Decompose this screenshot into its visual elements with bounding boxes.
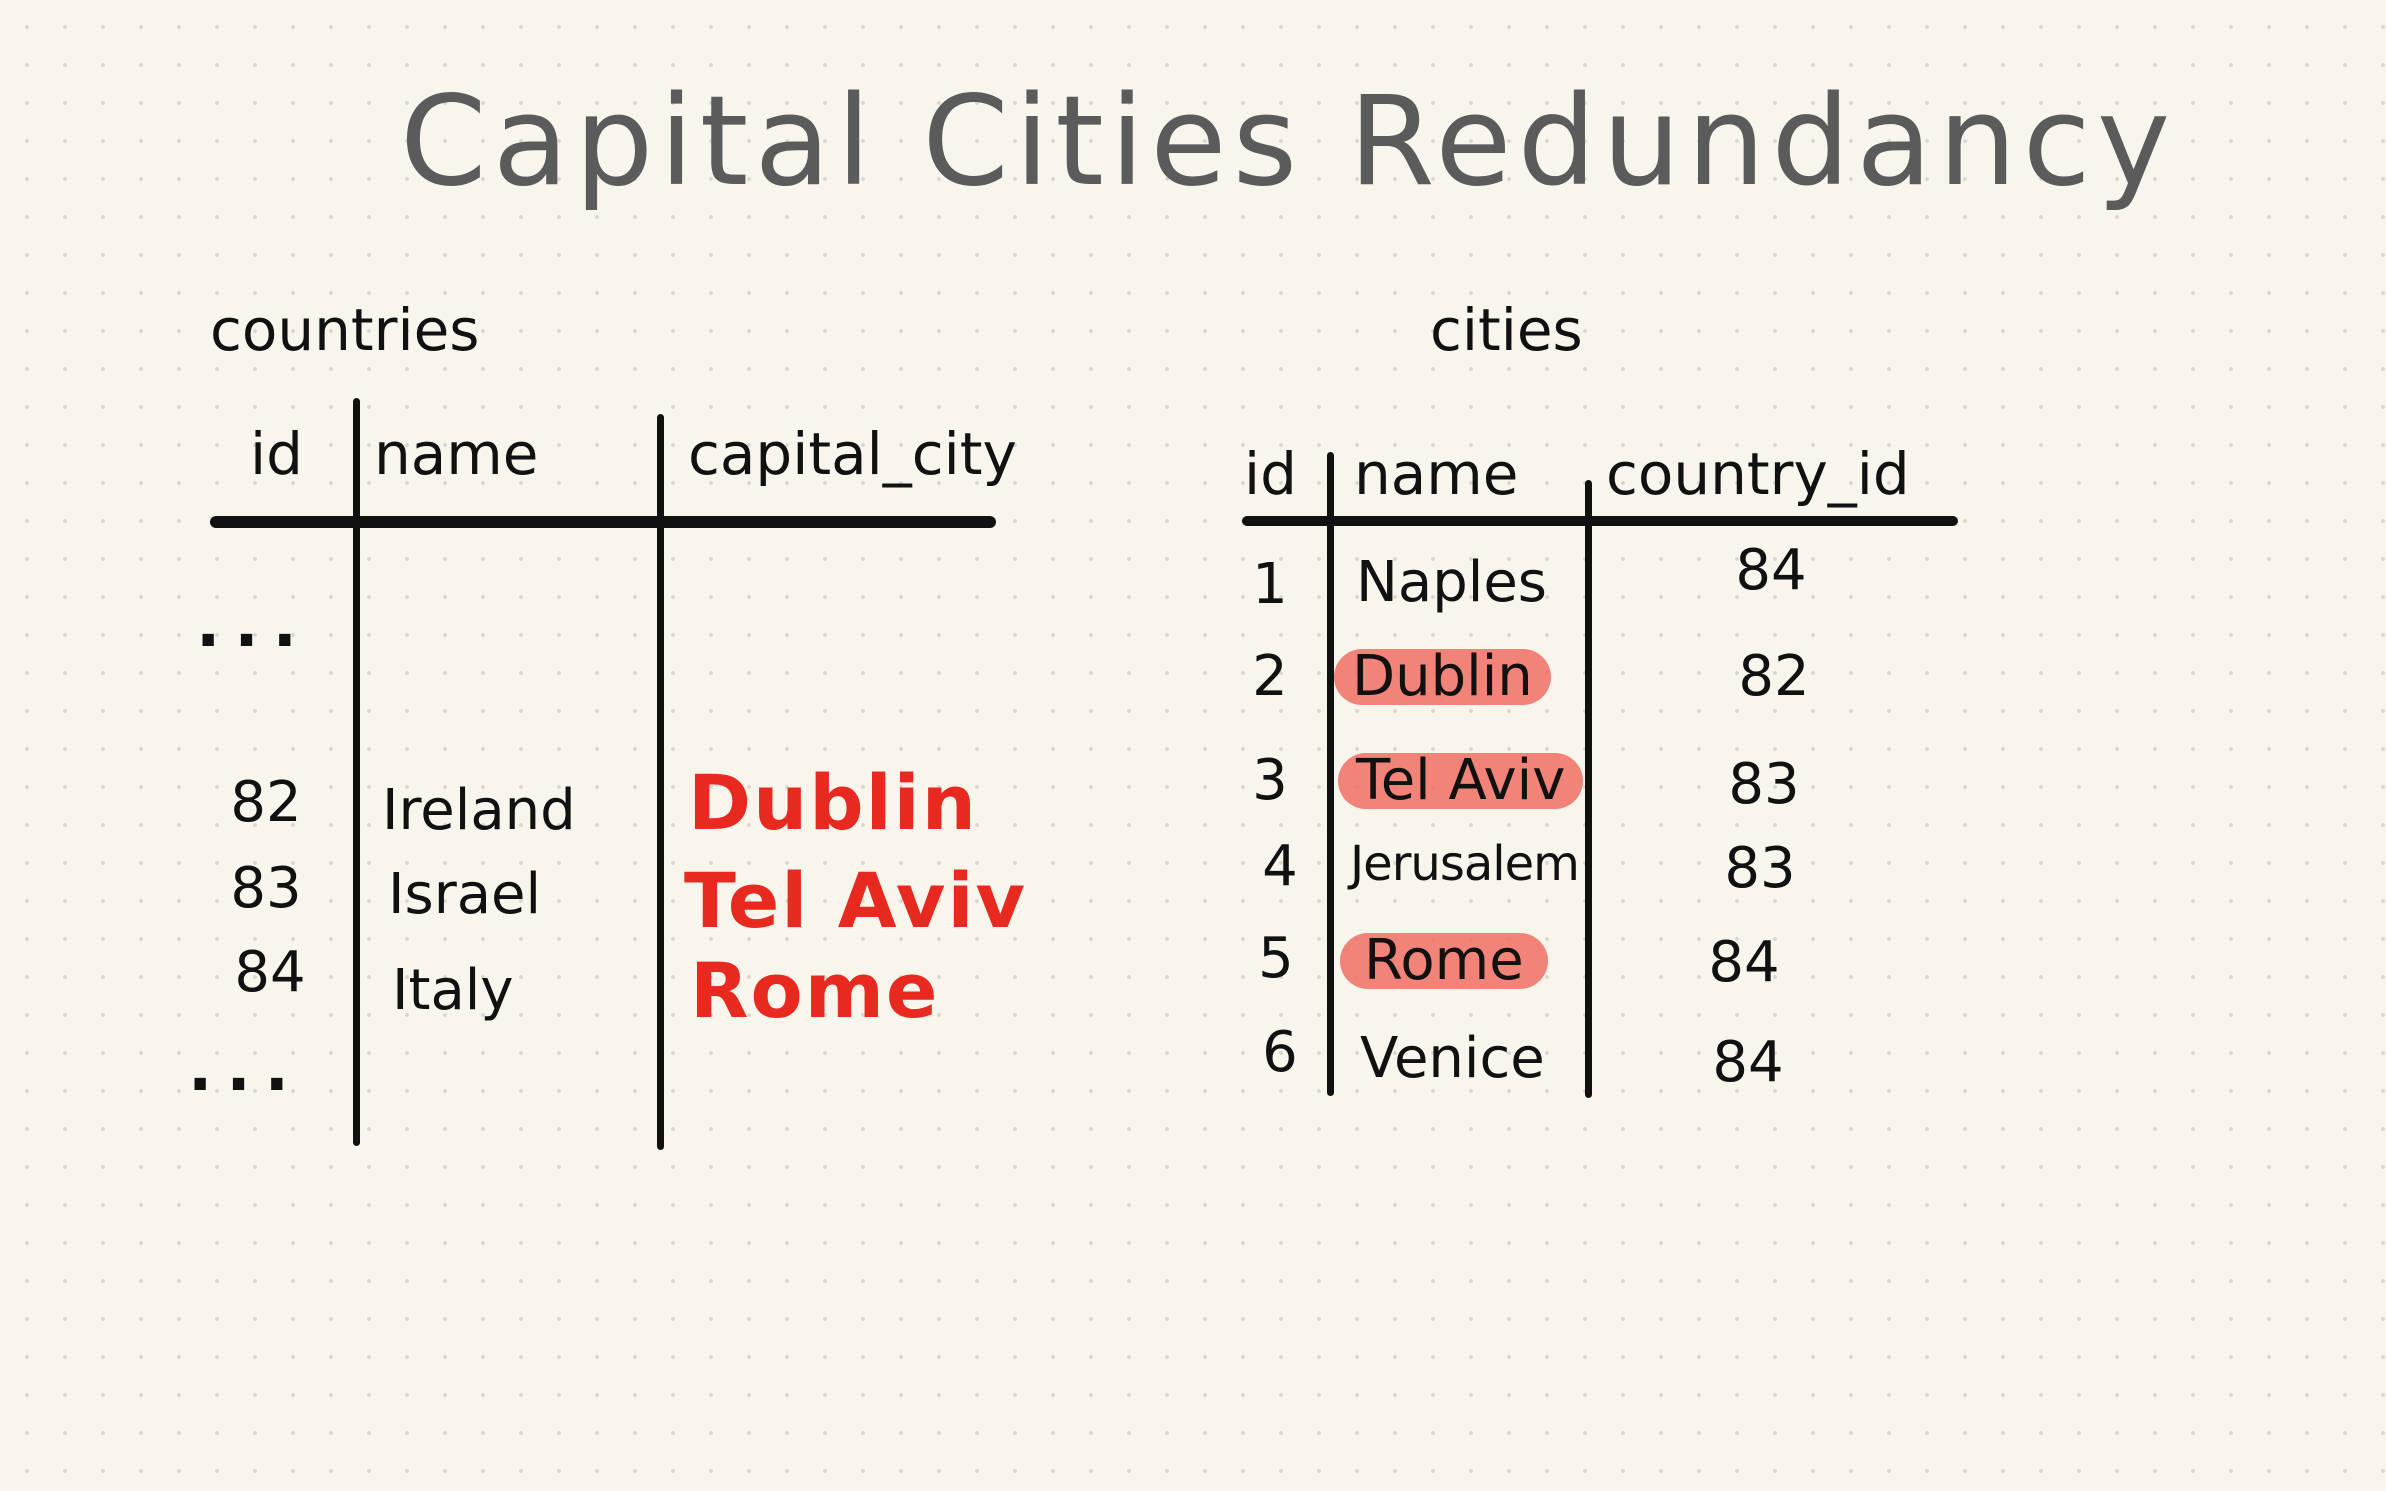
page-title: Capital Cities Redundancy (400, 70, 2177, 214)
countries-divider-2 (657, 414, 664, 1150)
countries-ellipsis-top: ... (196, 588, 311, 662)
countries-header-capital-city: capital_city (688, 420, 1017, 488)
cities-header-id: id (1244, 440, 1297, 508)
countries-row-capital: Rome (690, 946, 940, 1035)
countries-row-capital: Tel Aviv (684, 856, 1028, 945)
countries-row-name: Italy (392, 958, 514, 1023)
cities-row-name: Jerusalem (1350, 836, 1580, 892)
countries-header-id: id (250, 420, 303, 488)
cities-row-country-id: 82 (1738, 644, 1810, 709)
cities-row-id: 3 (1252, 748, 1288, 813)
countries-row-name: Ireland (382, 778, 576, 843)
cities-header-name: name (1354, 440, 1519, 508)
countries-row-name: Israel (388, 862, 542, 927)
cities-row-id: 5 (1258, 926, 1294, 991)
cities-row-country-id: 83 (1724, 836, 1796, 901)
countries-row-id: 83 (230, 856, 302, 921)
countries-header-rule (210, 516, 996, 528)
cities-row-id: 2 (1252, 644, 1288, 709)
cities-table-label: cities (1430, 296, 1583, 364)
cities-row-name: Tel Aviv (1338, 753, 1584, 809)
cities-row-name-highlight: Dublin (1334, 644, 1551, 709)
cities-row-country-id: 84 (1712, 1030, 1784, 1095)
countries-row-id: 82 (230, 770, 302, 835)
cities-divider-2 (1585, 480, 1592, 1098)
cities-row-country-id: 84 (1708, 930, 1780, 995)
cities-row-country-id: 83 (1728, 752, 1800, 817)
cities-row-id: 1 (1252, 552, 1288, 617)
cities-row-name: Naples (1356, 550, 1547, 615)
cities-row-name-highlight: Tel Aviv (1338, 748, 1584, 813)
countries-table-label: countries (210, 296, 480, 364)
cities-row-name: Venice (1360, 1026, 1545, 1091)
countries-row-capital: Dublin (688, 758, 978, 847)
countries-row-id: 84 (234, 940, 306, 1005)
cities-header-country-id: country_id (1606, 440, 1910, 508)
cities-row-id: 6 (1262, 1020, 1298, 1085)
countries-header-name: name (374, 420, 539, 488)
countries-divider-1 (353, 398, 360, 1146)
countries-ellipsis-bottom: ... (188, 1032, 303, 1106)
cities-row-country-id: 84 (1735, 538, 1807, 603)
cities-row-name: Dublin (1334, 649, 1551, 705)
cities-row-id: 4 (1262, 834, 1298, 899)
cities-row-name-highlight: Rome (1340, 928, 1548, 993)
cities-header-rule (1242, 516, 1958, 526)
cities-row-name: Rome (1340, 933, 1548, 989)
cities-divider-1 (1327, 452, 1334, 1096)
